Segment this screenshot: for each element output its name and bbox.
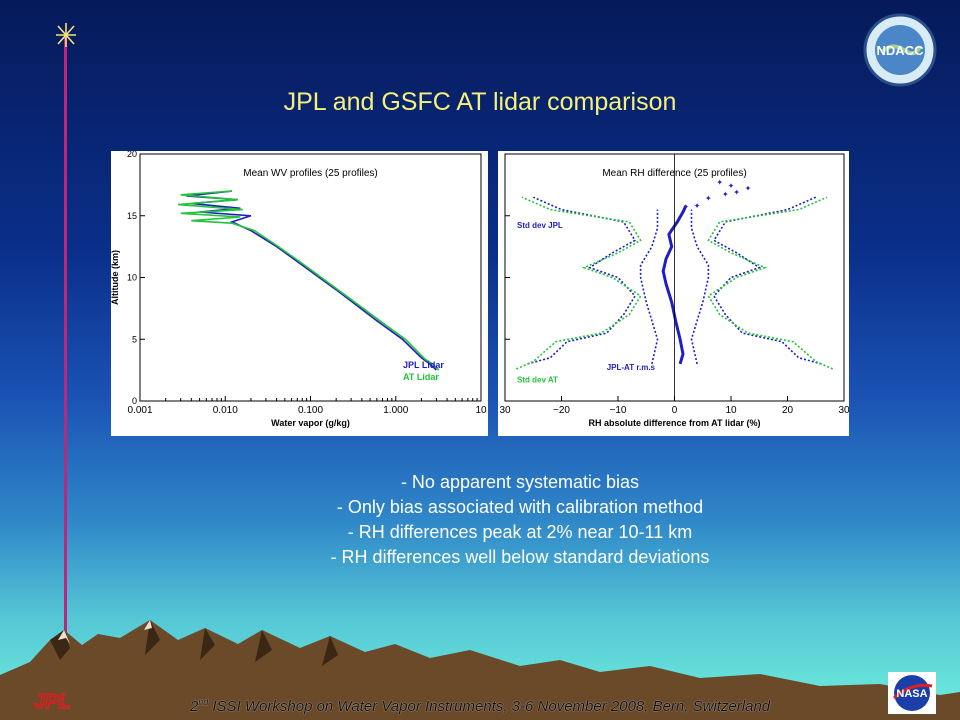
footer-text: 2nd ISSI Workshop on Water Vapor Instrum… [120, 697, 840, 715]
data-point: ✦ [705, 194, 712, 203]
data-point: ✦ [728, 182, 735, 191]
footer-rest: ISSI Workshop on Water Vapor Instruments… [208, 698, 771, 715]
chart-title: Mean WV profiles (25 profiles) [243, 168, 378, 179]
charts-panel: 0.001 0.010 0.100 1.000 10 0 5 10 15 20 Mean WV pr… [111, 151, 849, 436]
bullet-item: - No apparent systematic bias [400, 472, 640, 492]
x-tick-label: 0 [672, 405, 678, 416]
chart-1-background [111, 151, 488, 436]
lidar-laser-beam [64, 36, 67, 636]
data-point: ✦ [716, 178, 723, 187]
x-tick-label: 0.001 [127, 405, 152, 416]
series-label: Std dev AT [517, 375, 558, 384]
bullet-list: - No apparent systematic bias - Only bia… [0, 470, 960, 570]
bullet-item: - RH differences well below standard dev… [330, 547, 710, 567]
nasa-logo: NASA [888, 672, 936, 719]
footer-ordinal: 2nd [189, 697, 209, 715]
x-tick-label: −10 [610, 405, 627, 416]
y-tick-label: 15 [127, 211, 137, 221]
x-tick-label: 20 [782, 405, 794, 416]
nasa-logo-text: NASA [896, 688, 927, 700]
mountain-range [0, 620, 960, 720]
bullet-item: - RH differences peak at 2% near 10-11 k… [347, 522, 693, 542]
y-tick-label: 0 [132, 396, 137, 406]
bullet-item: - Only bias associated with calibration … [336, 497, 704, 517]
jpl-logo: JPL [33, 690, 94, 717]
ndacc-logo-text: NDACC [877, 43, 925, 58]
y-tick-label: 10 [127, 273, 137, 283]
x-tick-label: 30 [838, 405, 849, 416]
series-line [639, 209, 659, 365]
series-line [515, 196, 642, 370]
ndacc-logo: NDACC [862, 12, 938, 93]
data-point: ✦ [722, 190, 729, 199]
x-axis-label: Water vapor (g/kg) [271, 418, 350, 428]
x-tick-label: 1.000 [383, 405, 408, 416]
chart-2-background [498, 151, 849, 436]
legend-label: JPL Lidar [403, 360, 444, 370]
x-tick-label: 0.010 [213, 405, 238, 416]
x-tick-label: 0.100 [298, 405, 323, 416]
series-label: JPL-AT r.m.s [607, 363, 656, 372]
x-tick-label: −20 [553, 405, 570, 416]
data-point: ✦ [682, 203, 689, 212]
series-line [661, 205, 688, 365]
data-point: ✦ [745, 184, 752, 193]
x-tick-label: 30 [499, 405, 511, 416]
series-label: Std dev JPL [517, 221, 563, 230]
star-icon [56, 23, 76, 47]
x-tick-label: 10 [725, 405, 737, 416]
y-tick-label: 20 [127, 151, 137, 159]
data-point: ✦ [733, 188, 740, 197]
x-axis-label: RH absolute difference from AT lidar (%) [588, 418, 760, 428]
y-axis-label: Altitude (km) [111, 250, 120, 305]
y-tick-label: 5 [132, 334, 137, 344]
data-point: ✦ [694, 201, 701, 210]
slide-title: JPL and GSFC AT lidar comparison [283, 88, 677, 116]
series-line [178, 190, 440, 371]
jpl-logo-text: JPL [34, 691, 71, 712]
x-tick-label: 10 [475, 405, 487, 416]
series-line [690, 209, 710, 365]
series-line [707, 196, 834, 370]
legend-label: AT Lidar [403, 372, 439, 382]
